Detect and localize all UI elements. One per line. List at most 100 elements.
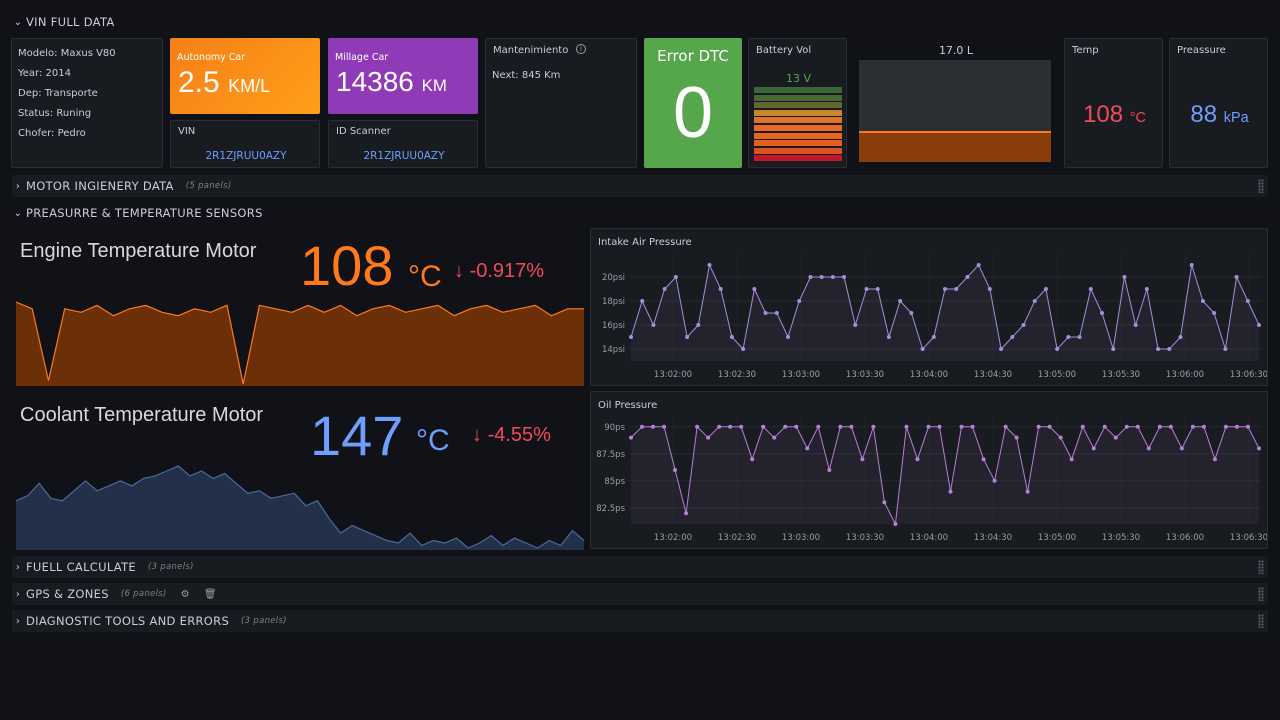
- series-area: [631, 426, 1259, 524]
- mantenimiento-panel[interactable]: Mantenimiento i Next: 845 Km: [485, 38, 637, 168]
- data-point: [1058, 435, 1063, 440]
- data-point: [1111, 347, 1116, 351]
- data-point: [662, 287, 667, 291]
- row-fuell-calculate[interactable]: › FUELL CALCULATE (3 panels): [12, 556, 1268, 578]
- fuel-tank-panel[interactable]: 17.0 L: [853, 38, 1059, 168]
- drag-handle-icon[interactable]: [1258, 587, 1264, 601]
- data-point: [629, 335, 633, 339]
- y-tick-label: 90ps: [604, 423, 625, 433]
- chevron-right-icon: ›: [15, 588, 21, 600]
- engine-temp-delta: ↓ -0.917%: [454, 260, 545, 282]
- data-point: [1157, 424, 1162, 429]
- row-title: MOTOR INGIENERY DATA: [26, 179, 174, 193]
- row-motor-ingienery-data[interactable]: › MOTOR INGIENERY DATA (5 panels): [12, 175, 1268, 197]
- data-point: [1080, 424, 1085, 429]
- row-vin-full-data[interactable]: ⌄ VIN FULL DATA: [12, 11, 1268, 33]
- data-point: [1135, 424, 1140, 429]
- data-point: [1190, 424, 1195, 429]
- chevron-right-icon: ›: [15, 615, 21, 627]
- data-point: [1021, 323, 1026, 327]
- drag-handle-icon[interactable]: [1258, 179, 1264, 193]
- data-point: [931, 335, 936, 339]
- battery-bar-segment: [754, 125, 842, 131]
- battery-bar-segment: [754, 87, 842, 93]
- x-tick-label: 13:04:30: [974, 533, 1012, 543]
- data-point: [976, 263, 981, 267]
- x-tick-label: 13:02:30: [718, 533, 756, 543]
- data-point: [1032, 299, 1037, 303]
- sparkline-area: [16, 466, 584, 550]
- info-year: Year: 2014: [18, 68, 71, 79]
- data-point: [1257, 446, 1261, 451]
- temp-value: 108 °C: [1083, 101, 1146, 128]
- data-point: [904, 424, 909, 429]
- error-dtc-panel[interactable]: Error DTC 0: [644, 38, 742, 168]
- x-tick-label: 13:02:00: [654, 533, 692, 543]
- intake-air-pressure-title: Intake Air Pressure: [598, 237, 692, 248]
- data-point: [827, 468, 832, 472]
- x-tick-label: 13:03:00: [782, 370, 820, 380]
- fuel-tank-gauge: [859, 60, 1051, 162]
- data-point: [819, 275, 824, 279]
- engine-temp-value: 108: [300, 234, 394, 297]
- x-tick-label: 13:02:00: [654, 370, 692, 380]
- coolant-temp-panel[interactable]: Coolant Temperature Motor 147 °C ↓ -4.55…: [12, 392, 586, 552]
- data-point: [920, 347, 925, 351]
- pressure-value: 88 kPa: [1190, 101, 1249, 128]
- data-point: [695, 424, 700, 429]
- vin-panel[interactable]: VIN 2R1ZJRUU0AZY: [170, 120, 320, 168]
- drag-handle-icon[interactable]: [1258, 614, 1264, 628]
- data-point: [875, 287, 880, 291]
- data-point: [1133, 323, 1138, 327]
- intake-air-pressure-panel[interactable]: Intake Air Pressure 14psi 16psi 18psi 20psi…: [590, 228, 1268, 386]
- data-point: [853, 323, 858, 327]
- oil-pressure-panel[interactable]: Oil Pressure 82.5ps 85ps 87.5ps 90ps 13:02:0…: [590, 391, 1268, 549]
- id-scanner-panel[interactable]: ID Scanner 2R1ZJRUU0AZY: [328, 120, 478, 168]
- engine-temp-title: Engine Temperature Motor: [20, 240, 257, 262]
- oil-pressure-chart: 82.5ps 85ps 87.5ps 90ps 13:02:00 13:02:30 13:0…: [596, 416, 1267, 543]
- data-point: [1156, 347, 1161, 351]
- data-point: [830, 275, 835, 279]
- temp-panel[interactable]: Temp 108 °C: [1064, 38, 1163, 168]
- data-point: [718, 287, 723, 291]
- autonomy-panel[interactable]: Autonomy Car 2.5 KM/L: [170, 38, 320, 114]
- y-tick-label: 18psi: [602, 297, 625, 307]
- battery-bar-segment: [754, 109, 842, 116]
- data-point: [1212, 457, 1217, 462]
- row-gps-zones[interactable]: › GPS & ZONES (6 panels) ⚙ 🗑: [12, 583, 1268, 605]
- error-dtc-title: Error DTC: [657, 47, 729, 65]
- data-point: [1212, 311, 1217, 315]
- data-point: [1014, 435, 1019, 440]
- data-point: [1010, 335, 1015, 339]
- data-point: [1055, 347, 1060, 351]
- fuel-tank-fill: [859, 131, 1051, 162]
- data-point: [937, 424, 942, 429]
- data-point: [707, 263, 712, 267]
- row-pressure-temperature-sensors[interactable]: ⌄ PREASURRE & TEMPERATURE SENSORS: [12, 202, 1268, 224]
- gear-icon[interactable]: ⚙: [180, 588, 190, 600]
- battery-bar-segment: [754, 117, 842, 124]
- data-point: [886, 335, 891, 339]
- row-title: VIN FULL DATA: [26, 15, 115, 29]
- data-point: [1178, 335, 1183, 339]
- data-point: [685, 335, 690, 339]
- data-point: [954, 287, 959, 291]
- x-tick-label: 13:04:00: [910, 370, 948, 380]
- data-point: [772, 435, 777, 440]
- row-diagnostic-tools[interactable]: › DIAGNOSTIC TOOLS AND ERRORS (3 panels): [12, 610, 1268, 632]
- data-point: [774, 311, 779, 315]
- trash-icon[interactable]: 🗑: [203, 588, 217, 600]
- mantenimiento-next: Next: 845 Km: [492, 70, 561, 81]
- info-icon[interactable]: i: [576, 44, 586, 54]
- data-point: [987, 287, 992, 291]
- drag-handle-icon[interactable]: [1258, 560, 1264, 574]
- battery-panel[interactable]: Battery Vol 13 V: [748, 38, 847, 168]
- pressure-panel[interactable]: Preassure 88 kPa: [1169, 38, 1268, 168]
- millage-panel[interactable]: Millage Car 14386 KM: [328, 38, 478, 114]
- data-point: [1223, 347, 1228, 351]
- data-point: [1200, 299, 1205, 303]
- vehicle-info-panel: Modelo: Maxus V80 Year: 2014 Dep: Transp…: [11, 38, 163, 168]
- data-point: [1069, 457, 1074, 462]
- engine-temp-panel[interactable]: Engine Temperature Motor 108 °C ↓ -0.917…: [12, 228, 586, 388]
- data-point: [629, 435, 633, 440]
